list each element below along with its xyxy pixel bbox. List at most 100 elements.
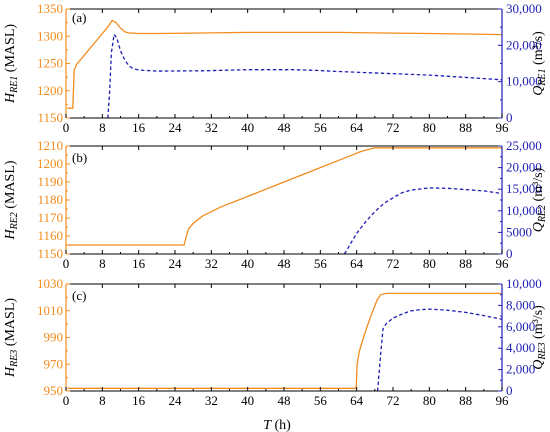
panel-b-x-tick-label: 40 [241, 256, 254, 271]
panel-a-right-tick-label: 0 [506, 110, 513, 125]
panel-c-x-tick-label: 80 [423, 393, 436, 408]
panel-b-right-tick-label: 5000 [506, 224, 532, 239]
panel-b-x-tick-label: 56 [314, 256, 328, 271]
panel-a-x-tick-label: 16 [132, 120, 146, 135]
panel-a-x-tick-label: 88 [459, 120, 472, 135]
panel-c-water-level-line [67, 292, 502, 389]
panel-a-left-tick-label: 1300 [37, 28, 63, 43]
panel-b-left-tick-label: 1200 [37, 156, 63, 171]
panel-b-right-tick-label: 10,000 [506, 203, 542, 218]
panel-a-left-tick-label: 1350 [37, 1, 63, 16]
panel-b-left-tick-label: 1180 [37, 192, 63, 207]
panel-b-discharge-line [343, 187, 503, 255]
panel-a-left-tick-label: 1200 [37, 83, 63, 98]
panel-b-x-tick-label: 64 [350, 256, 364, 271]
panel-a-x-tick-label: 56 [314, 120, 328, 135]
panel-c-left-axis-title: HRE3 (MASL) [3, 298, 20, 378]
panel-c-right-tick-label: 6,000 [506, 319, 535, 334]
panel-b-right-tick-label: 0 [506, 246, 513, 261]
panel-b-series-layer [67, 147, 503, 255]
panel-b-x-tick-label: 88 [459, 256, 472, 271]
panel-b-x-tick-label: 48 [278, 256, 291, 271]
panel-c-discharge-line [376, 308, 503, 392]
panel-a-right-tick-label: 10,000 [506, 74, 542, 89]
panel-b-right-tick-label: 15,000 [506, 181, 542, 196]
panel-a-label: (a) [72, 10, 86, 25]
panel-c-right-tick-label: 0 [506, 383, 513, 398]
panel-b-x-tick-label: 0 [63, 256, 70, 271]
panel-c-x-tick-label: 64 [350, 393, 364, 408]
panel-a-right-axis-title: QRE1 (m³/s) [531, 31, 548, 96]
x-axis-title-unit: (h) [271, 418, 291, 432]
panel-c-series-layer [67, 292, 503, 392]
panel-c-x-tick-label: 56 [314, 393, 328, 408]
panel-c-x-tick-label: 72 [387, 393, 400, 408]
panel-c-right-tick-label: 2,000 [506, 362, 535, 377]
panel-c-right-tick-label: 10,000 [506, 276, 542, 291]
panel-c-x-tick-label: 0 [63, 393, 70, 408]
panel-a-x-tick-label: 80 [423, 120, 436, 135]
panel-b-label: (b) [72, 150, 87, 165]
panel-c-axes-layer: 0 8 16 24 32 40 48 56 64 72 80 88 96 950 970 990 1010 103… [3, 276, 548, 408]
panel-b-left-tick-label: 1150 [37, 246, 63, 261]
panel-a-x-tick-label: 40 [241, 120, 254, 135]
panel-a-left-axis-title: HRE1 (MASL) [3, 24, 20, 104]
panel-c-x-tick-label: 16 [132, 393, 146, 408]
panel-b-left-tick-label: 1210 [37, 138, 63, 153]
panel-b-water-level-line [67, 147, 502, 246]
panel-b-x-tick-label: 96 [496, 256, 510, 271]
panel-b-x-tick-label: 80 [423, 256, 436, 271]
panel-a-x-tick-label: 72 [387, 120, 400, 135]
panel-a-right-tick-label: 30,000 [506, 1, 542, 16]
panel-b-axes-layer: 0 8 16 24 32 40 48 56 64 72 80 88 96 1150 1160 1170 1180… [3, 138, 548, 271]
x-axis-title-var: T [263, 418, 272, 432]
panel-a-left-tick-label: 1150 [37, 110, 63, 125]
panel-a-x-tick-label: 32 [205, 120, 218, 135]
panel-c-right-tick-label: 8,000 [506, 297, 535, 312]
panel-b-x-tick-label: 16 [132, 256, 146, 271]
panel-c-left-tick-label: 990 [44, 330, 64, 345]
panel-c-label: (c) [72, 288, 86, 303]
panel-b-right-tick-label: 20,000 [506, 160, 542, 175]
panel-c-x-tick-label: 40 [241, 393, 254, 408]
panel-c-left-tick-label: 970 [44, 356, 64, 371]
panel-b-x-tick-label: 32 [205, 256, 218, 271]
panel-a-discharge-line [107, 32, 503, 119]
panel-a-x-tick-label: 48 [278, 120, 291, 135]
panel-c-right-tick-label: 4,000 [506, 340, 535, 355]
panel-b-x-tick-label: 8 [99, 256, 106, 271]
panel-a-x-tick-label: 64 [350, 120, 364, 135]
panel-b-left-tick-label: 1170 [37, 210, 63, 225]
panel-a-x-tick-label: 24 [169, 120, 183, 135]
panel-a-x-tick-label: 8 [99, 120, 106, 135]
panel-b-left-tick-label: 1190 [37, 174, 63, 189]
panel-a-series-layer [67, 19, 503, 119]
panel-c-right-axis-title: QRE3 (m³/s) [531, 305, 548, 370]
panel-b-left-tick-label: 1160 [37, 228, 63, 243]
panel-a-water-level-line [67, 19, 503, 109]
panel-b-x-tick-label: 72 [387, 256, 400, 271]
panel-c-left-tick-label: 1030 [37, 276, 63, 291]
x-axis-title: T (h) [263, 418, 291, 432]
panel-a-axes-layer: 0 8 16 24 32 40 48 56 64 72 80 88 96 1150 1200 1250 1300… [3, 1, 548, 135]
panel-a: 0 8 16 24 32 40 48 56 64 72 80 88 96 1150 1200 1250 1300… [3, 1, 548, 135]
panel-b-left-axis-title: HRE2 (MASL) [3, 160, 20, 240]
panel-c-left-tick-label: 950 [44, 383, 64, 398]
panel-b: 0 8 16 24 32 40 48 56 64 72 80 88 96 1150 1160 1170 1180… [3, 138, 548, 271]
panel-c-x-tick-label: 96 [496, 393, 510, 408]
panel-a-right-tick-label: 20,000 [506, 37, 542, 52]
panel-c-x-tick-label: 32 [205, 393, 218, 408]
panel-c: 0 8 16 24 32 40 48 56 64 72 80 88 96 950 970 990 1010 103… [3, 276, 548, 408]
panel-c-x-tick-label: 88 [459, 393, 472, 408]
panel-b-right-axis-title: QRE2 (m³/s) [531, 167, 548, 232]
panel-a-x-tick-label: 0 [63, 120, 70, 135]
panel-a-left-tick-label: 1250 [37, 56, 63, 71]
panel-a-x-tick-label: 96 [496, 120, 510, 135]
panel-b-right-tick-label: 25,000 [506, 138, 542, 153]
panel-c-x-tick-label: 8 [99, 393, 106, 408]
panel-c-left-tick-label: 1010 [37, 303, 63, 318]
panel-b-x-tick-label: 24 [169, 256, 183, 271]
panel-c-x-tick-label: 48 [278, 393, 291, 408]
panel-c-x-tick-label: 24 [169, 393, 183, 408]
